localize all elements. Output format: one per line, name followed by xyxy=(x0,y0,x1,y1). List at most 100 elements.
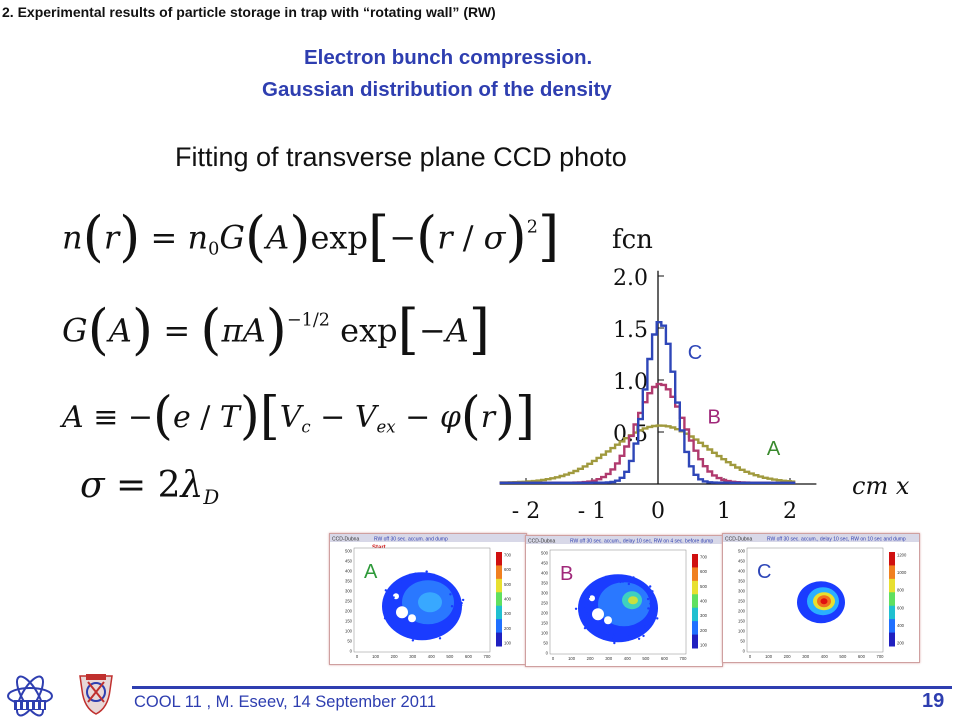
institution-logos xyxy=(7,674,113,717)
x-axis-label: cm x xyxy=(852,472,910,500)
ccd-y-tick: 300 xyxy=(738,589,746,594)
ccd-scale-bin xyxy=(692,554,698,568)
ccd-scale-bin xyxy=(496,592,502,607)
ccd-y-tick: 150 xyxy=(345,619,353,624)
ccd-y-tick: 0 xyxy=(743,649,746,654)
ccd-caption: RW off 30 sec. accum. and dump xyxy=(374,537,448,543)
ccd-y-tick: 400 xyxy=(738,569,746,574)
series-line-a xyxy=(499,424,796,484)
ccd-scale-tick: 100 xyxy=(504,641,512,646)
ccd-scale-tick: 500 xyxy=(700,584,708,589)
x-tick-label: 1 xyxy=(717,499,731,522)
ccd-scale-bin xyxy=(889,565,895,580)
ccd-y-tick: 250 xyxy=(345,599,353,604)
ccd-header: CCD-Dubna xyxy=(332,537,359,543)
ccd-y-tick: 350 xyxy=(345,579,353,584)
ccd-y-tick: 350 xyxy=(541,581,549,586)
footer-citation: COOL 11 , M. Eseev, 14 September 2011 xyxy=(134,693,437,711)
ccd-x-tick: 400 xyxy=(821,654,829,659)
ccd-x-tick: 200 xyxy=(587,656,595,661)
ccd-x-tick: 100 xyxy=(568,656,576,661)
ccd-blob xyxy=(574,574,659,645)
ccd-x-tick: 700 xyxy=(680,656,688,661)
ccd-scale-tick: 700 xyxy=(504,553,512,558)
page-number: 19 xyxy=(922,690,945,712)
ccd-scale-bin xyxy=(889,605,895,620)
ccd-x-tick: 200 xyxy=(391,654,399,659)
ccd-scale-bin xyxy=(889,552,895,566)
ccd-scale-tick: 800 xyxy=(897,588,905,593)
series-label-b: B xyxy=(708,407,721,429)
ccd-scale-bin xyxy=(889,592,895,607)
university-emblem-icon xyxy=(79,674,113,715)
ccd-y-tick: 350 xyxy=(738,579,746,584)
equation-density: n(r) = n0G(A)exp[−(r / σ)2] xyxy=(62,205,560,268)
slide-subtitle: Fitting of transverse plane CCD photo xyxy=(175,142,627,172)
ccd-y-tick: 300 xyxy=(345,589,353,594)
ccd-scale-tick: 600 xyxy=(700,569,708,574)
ccd-panel-label: B xyxy=(560,563,573,585)
series-label-a: A xyxy=(767,438,781,460)
ccd-scale-tick: 1200 xyxy=(897,553,907,558)
x-tick-label: 2 xyxy=(783,499,797,522)
ccd-y-tick: 150 xyxy=(738,619,746,624)
ccd-x-tick: 400 xyxy=(428,654,436,659)
equation-sigma: σ = 2λD xyxy=(80,465,220,509)
x-tick-label: - 1 xyxy=(578,499,606,522)
ccd-x-tick: 0 xyxy=(356,654,359,659)
equation-a-definition: A ≡ −(e / T)[Vc − Vex − φ(r)] xyxy=(62,387,535,446)
ccd-y-tick: 100 xyxy=(345,629,353,634)
ccd-scale-bin xyxy=(692,634,698,649)
series-line-c xyxy=(499,321,796,484)
ccd-scale-bin xyxy=(692,567,698,582)
ccd-x-tick: 100 xyxy=(765,654,773,659)
y-tick-label: 1.5 xyxy=(613,318,648,343)
ccd-photo-b: CCD-Dubna RW off 30 sec. accum., delay 10… xyxy=(525,535,723,667)
ccd-panel-label: A xyxy=(364,561,378,583)
ccd-x-tick: 700 xyxy=(484,654,492,659)
ccd-x-tick: 600 xyxy=(661,656,669,661)
ccd-y-tick: 150 xyxy=(541,621,549,626)
ccd-scale-tick: 700 xyxy=(700,555,708,560)
ccd-x-tick: 500 xyxy=(839,654,847,659)
equation-g-function: G(A) = (πA)−1/2 exp[−A] xyxy=(62,298,490,361)
ccd-blob xyxy=(382,570,465,642)
ccd-x-tick: 0 xyxy=(749,654,752,659)
ccd-scale-bin xyxy=(496,619,502,634)
ccd-x-tick: 500 xyxy=(446,654,454,659)
ccd-y-tick: 300 xyxy=(541,591,549,596)
ccd-y-tick: 400 xyxy=(345,569,353,574)
ccd-y-tick: 250 xyxy=(738,599,746,604)
ccd-scale-bin xyxy=(692,594,698,609)
ccd-scale-tick: 100 xyxy=(700,643,708,648)
ccd-scale-tick: 400 xyxy=(700,599,708,604)
slide-header: 2. Experimental results of particle stor… xyxy=(2,4,496,20)
ccd-x-tick: 500 xyxy=(642,656,650,661)
ccd-title-bar xyxy=(330,534,526,542)
ccd-scale-tick: 200 xyxy=(700,628,708,633)
ccd-y-tick: 200 xyxy=(738,609,746,614)
ccd-scale-bin xyxy=(692,580,698,595)
ccd-x-tick: 300 xyxy=(409,654,417,659)
ccd-x-tick: 700 xyxy=(877,654,885,659)
ccd-y-tick: 500 xyxy=(541,551,549,556)
ccd-y-tick: 0 xyxy=(546,651,549,656)
ccd-scale-tick: 600 xyxy=(897,605,905,610)
ccd-y-tick: 500 xyxy=(738,549,746,554)
ccd-scale-bin xyxy=(889,632,895,647)
ccd-x-tick: 0 xyxy=(552,656,555,661)
ccd-y-tick: 0 xyxy=(350,649,353,654)
ccd-y-tick: 200 xyxy=(541,611,549,616)
ccd-x-tick: 600 xyxy=(465,654,473,659)
ccd-y-tick: 50 xyxy=(740,639,745,644)
x-tick-label: 0 xyxy=(651,499,665,522)
ccd-scale-bin xyxy=(496,578,502,593)
ccd-header: CCD-Dubna xyxy=(528,539,555,545)
ccd-scale-bin xyxy=(496,632,502,647)
footer-divider xyxy=(132,686,952,689)
ccd-title-bar xyxy=(526,536,722,544)
ccd-scale-tick: 500 xyxy=(504,582,512,587)
